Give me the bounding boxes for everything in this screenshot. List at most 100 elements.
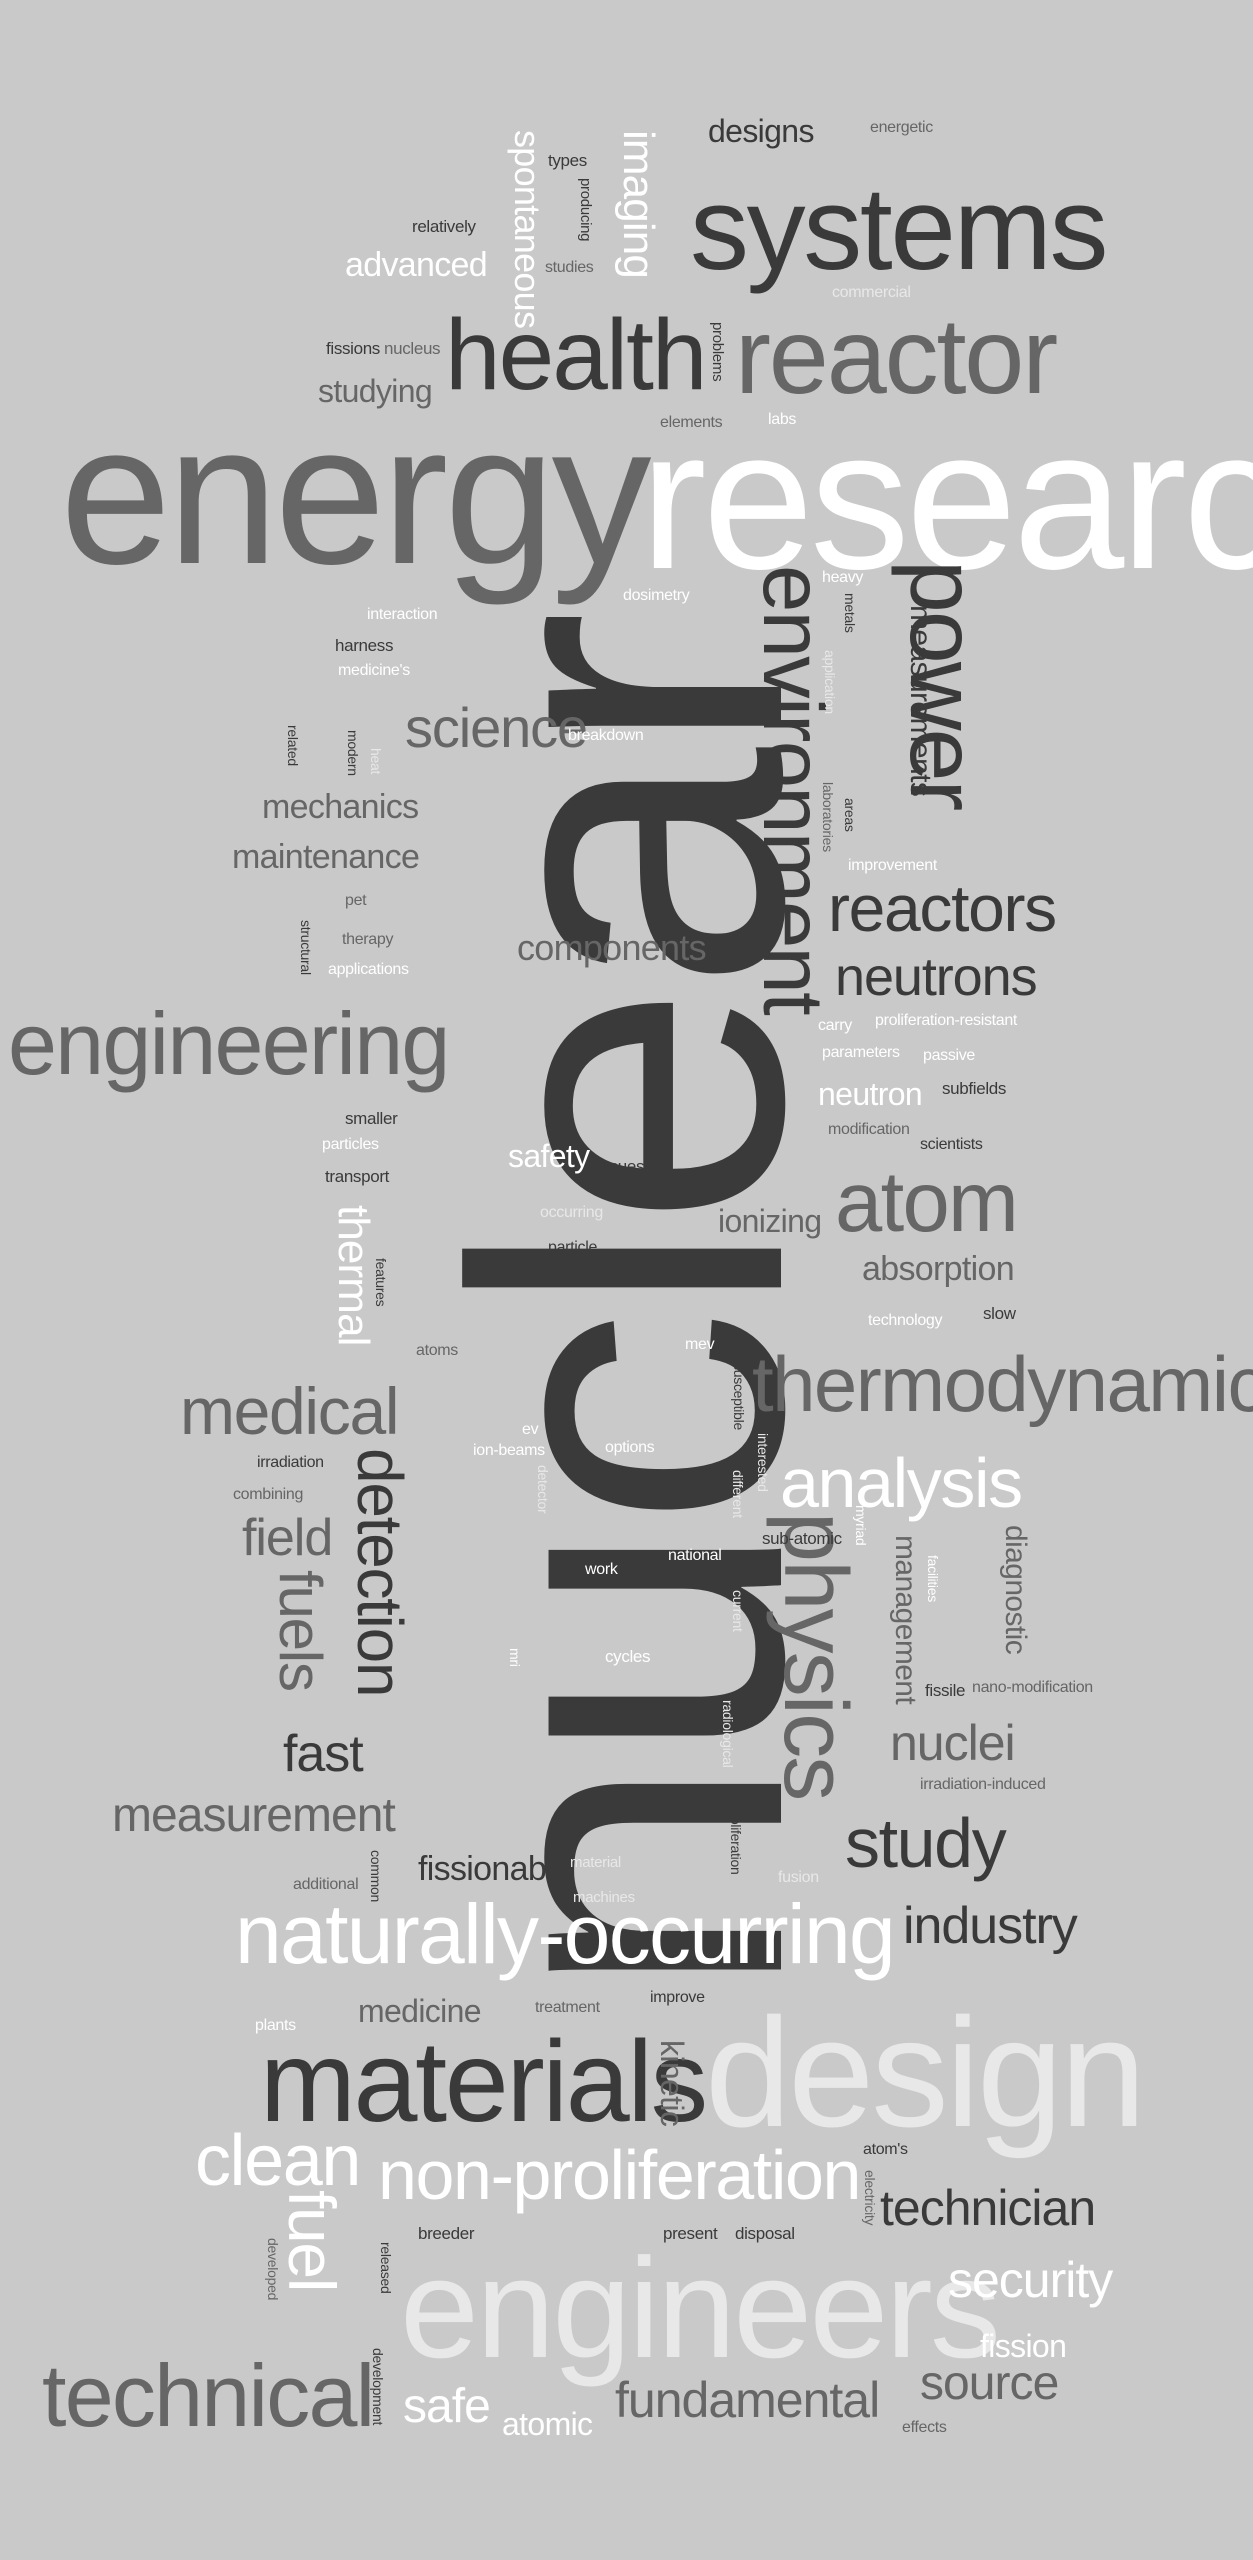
word-fundamental: fundamental: [615, 2372, 880, 2428]
word-related: related: [285, 725, 301, 766]
word-development: development: [370, 2348, 386, 2426]
word-plants: plants: [255, 2017, 296, 2034]
word-areas: areas: [842, 798, 858, 832]
word-sub-atomic: sub-atomic: [762, 1529, 842, 1548]
word-fusion: fusion: [778, 1869, 819, 1886]
word-atoms-possessive: atom's: [863, 2141, 908, 2158]
word-commercial: commercial: [832, 284, 911, 301]
word-occurring: occurring: [540, 1204, 603, 1221]
word-nucleus: nucleus: [384, 339, 441, 358]
word-atom: atom: [835, 1155, 1019, 1250]
word-pet: pet: [345, 892, 367, 909]
word-smaller: smaller: [345, 1109, 398, 1128]
word-types: types: [548, 151, 587, 170]
word-measurement: measurement: [112, 1789, 396, 1842]
word-fast: fast: [283, 1725, 364, 1783]
word-fissionable: fissionable: [418, 1850, 572, 1888]
word-material: material: [570, 1854, 621, 1871]
word-heavy: heavy: [822, 569, 864, 586]
word-source: source: [920, 2357, 1059, 2410]
word-medicines: medicine's: [338, 662, 410, 679]
word-parameters: parameters: [822, 1044, 900, 1061]
word-ionizing: ionizing: [718, 1203, 822, 1239]
word-cycles: cycles: [605, 1647, 651, 1666]
word-thermal: thermal: [329, 1205, 378, 1346]
word-medicine: medicine: [358, 1993, 482, 2029]
word-options: options: [605, 1439, 655, 1456]
word-physics: physics: [765, 1512, 865, 1800]
word-reactor: reactor: [735, 295, 1058, 416]
word-thermodynamics: thermodynamics: [752, 1340, 1253, 1428]
word-naturally-occurring: naturally-occurring: [235, 1887, 896, 1981]
word-improve: improve: [650, 1989, 705, 2006]
word-components: components: [517, 927, 707, 968]
word-passive: passive: [923, 1047, 976, 1064]
word-technology: technology: [868, 1312, 943, 1329]
word-technician: technician: [880, 2180, 1096, 2236]
word-metals: metals: [842, 593, 858, 633]
word-atomic: atomic: [502, 2406, 593, 2442]
word-mechanics: mechanics: [262, 788, 419, 826]
word-susceptible: susceptible: [731, 1363, 747, 1430]
word-effects: effects: [902, 2419, 947, 2436]
word-common: common: [368, 1850, 384, 1903]
word-designs: designs: [708, 113, 814, 149]
word-carry: carry: [818, 1017, 852, 1034]
word-national: national: [668, 1547, 722, 1564]
word-problems: problems: [709, 322, 726, 382]
word-harness: harness: [335, 636, 394, 655]
word-labs: labs: [768, 411, 797, 428]
word-particle: particle: [548, 1239, 598, 1256]
word-application: application: [822, 650, 838, 714]
word-developed: developed: [265, 2238, 281, 2301]
word-therapy: therapy: [342, 931, 394, 948]
word-neutrons: neutrons: [835, 947, 1038, 1007]
word-research: research: [640, 388, 1253, 611]
word-health: health: [445, 299, 707, 411]
word-field: field: [242, 1509, 333, 1567]
word-features: features: [373, 1258, 389, 1307]
word-safety: safety: [508, 1138, 590, 1174]
word-measurements: measurements: [904, 605, 937, 797]
word-reactors: reactors: [828, 871, 1057, 945]
word-modification: modification: [828, 1121, 910, 1138]
word-additional: additional: [293, 1876, 359, 1893]
word-electricity: electricity: [862, 2170, 878, 2226]
word-applications: applications: [328, 961, 409, 978]
word-science: science: [405, 696, 588, 759]
word-medical: medical: [180, 1374, 400, 1448]
word-radiological: radiological: [720, 1700, 736, 1768]
word-imaging: imaging: [614, 130, 663, 278]
word-dosimetry: dosimetry: [623, 587, 690, 604]
word-fuel: fuel: [275, 2190, 349, 2292]
word-breakdown: breakdown: [568, 727, 644, 744]
word-ion-beams: ion-beams: [473, 1442, 545, 1459]
word-management: management: [889, 1535, 922, 1705]
word-transport: transport: [325, 1167, 390, 1186]
word-subfields: subfields: [942, 1079, 1007, 1098]
word-detector: detector: [535, 1465, 551, 1514]
word-released: released: [378, 2242, 394, 2294]
word-energy: energy: [60, 383, 652, 606]
word-different: different: [730, 1470, 746, 1518]
word-industry: industry: [903, 1897, 1078, 1955]
word-systems: systems: [690, 163, 1109, 295]
word-facilities: facilities: [925, 1555, 941, 1602]
word-energetic: energetic: [870, 119, 933, 136]
word-atoms: atoms: [416, 1342, 458, 1359]
word-disposal: disposal: [735, 2224, 795, 2243]
word-clean: clean: [195, 2121, 361, 2201]
word-fuels: fuels: [267, 1570, 334, 1691]
word-machines: machines: [573, 1889, 635, 1906]
word-particles: particles: [322, 1136, 379, 1153]
word-analysis: analysis: [780, 1444, 1023, 1522]
word-treatment: treatment: [535, 1999, 600, 2016]
word-relatively: relatively: [412, 217, 476, 236]
word-technical: technical: [42, 2346, 375, 2445]
word-maintenance: maintenance: [232, 838, 420, 876]
word-materials: materials: [260, 2018, 708, 2146]
word-non-proliferation: non-proliferation: [378, 2136, 861, 2214]
word-interested: interested: [755, 1433, 771, 1492]
word-x-ray: x-ray: [585, 697, 619, 714]
word-heat: heat: [368, 748, 384, 775]
